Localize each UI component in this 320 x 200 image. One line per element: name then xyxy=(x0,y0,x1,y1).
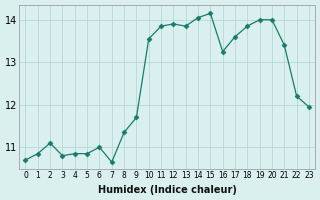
X-axis label: Humidex (Indice chaleur): Humidex (Indice chaleur) xyxy=(98,185,237,195)
